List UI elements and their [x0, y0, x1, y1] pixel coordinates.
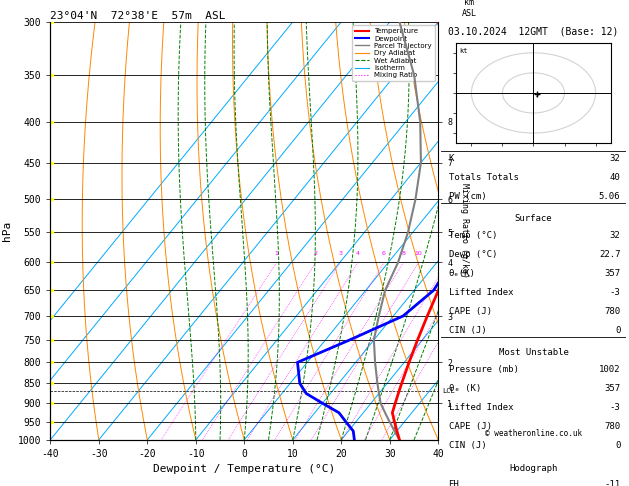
Text: 3: 3 [338, 251, 342, 256]
Text: © weatheronline.co.uk: © weatheronline.co.uk [485, 429, 582, 438]
Text: θₑ(K): θₑ(K) [448, 269, 476, 278]
Text: 40: 40 [610, 173, 620, 182]
Text: PW (cm): PW (cm) [448, 191, 486, 201]
Text: CIN (J): CIN (J) [448, 441, 486, 450]
Text: kt: kt [459, 48, 467, 54]
Text: 6: 6 [382, 251, 386, 256]
Text: 03.10.2024  12GMT  (Base: 12): 03.10.2024 12GMT (Base: 12) [448, 26, 619, 36]
Text: 1002: 1002 [599, 364, 620, 374]
Text: km
ASL: km ASL [462, 0, 477, 17]
X-axis label: Dewpoint / Temperature (°C): Dewpoint / Temperature (°C) [153, 465, 335, 474]
Text: 357: 357 [604, 383, 620, 393]
Text: 22.7: 22.7 [599, 250, 620, 259]
Text: Lifted Index: Lifted Index [448, 403, 513, 412]
Text: 5.06: 5.06 [599, 191, 620, 201]
Text: 780: 780 [604, 422, 620, 431]
Text: 10: 10 [415, 251, 422, 256]
Text: LCL: LCL [442, 388, 455, 395]
Text: -3: -3 [610, 288, 620, 296]
Text: CIN (J): CIN (J) [448, 326, 486, 335]
Text: 8: 8 [401, 251, 405, 256]
Text: 0: 0 [615, 326, 620, 335]
Text: θₑ (K): θₑ (K) [448, 383, 481, 393]
Text: 2: 2 [314, 251, 318, 256]
Text: CAPE (J): CAPE (J) [448, 307, 491, 315]
Text: 0: 0 [615, 441, 620, 450]
Text: Totals Totals: Totals Totals [448, 173, 518, 182]
Text: Most Unstable: Most Unstable [499, 348, 569, 358]
Text: CAPE (J): CAPE (J) [448, 422, 491, 431]
Text: 32: 32 [610, 154, 620, 162]
Text: 23°04'N  72°38'E  57m  ASL: 23°04'N 72°38'E 57m ASL [50, 11, 226, 21]
Y-axis label: hPa: hPa [3, 221, 12, 241]
Text: Pressure (mb): Pressure (mb) [448, 364, 518, 374]
Text: Hodograph: Hodograph [509, 464, 558, 472]
Text: Dewp (°C): Dewp (°C) [448, 250, 497, 259]
Text: EH: EH [448, 480, 459, 486]
Text: 32: 32 [610, 230, 620, 240]
Text: K: K [448, 154, 454, 162]
Text: 4: 4 [356, 251, 360, 256]
Text: 1: 1 [275, 251, 279, 256]
Text: Temp (°C): Temp (°C) [448, 230, 497, 240]
Y-axis label: Mixing Ratio (g/kg): Mixing Ratio (g/kg) [460, 183, 469, 278]
Text: 357: 357 [604, 269, 620, 278]
Text: 780: 780 [604, 307, 620, 315]
Legend: Temperature, Dewpoint, Parcel Trajectory, Dry Adiabat, Wet Adiabat, Isotherm, Mi: Temperature, Dewpoint, Parcel Trajectory… [352, 25, 435, 81]
Text: Surface: Surface [515, 214, 552, 224]
Text: -3: -3 [610, 403, 620, 412]
Text: Lifted Index: Lifted Index [448, 288, 513, 296]
Text: -11: -11 [604, 480, 620, 486]
